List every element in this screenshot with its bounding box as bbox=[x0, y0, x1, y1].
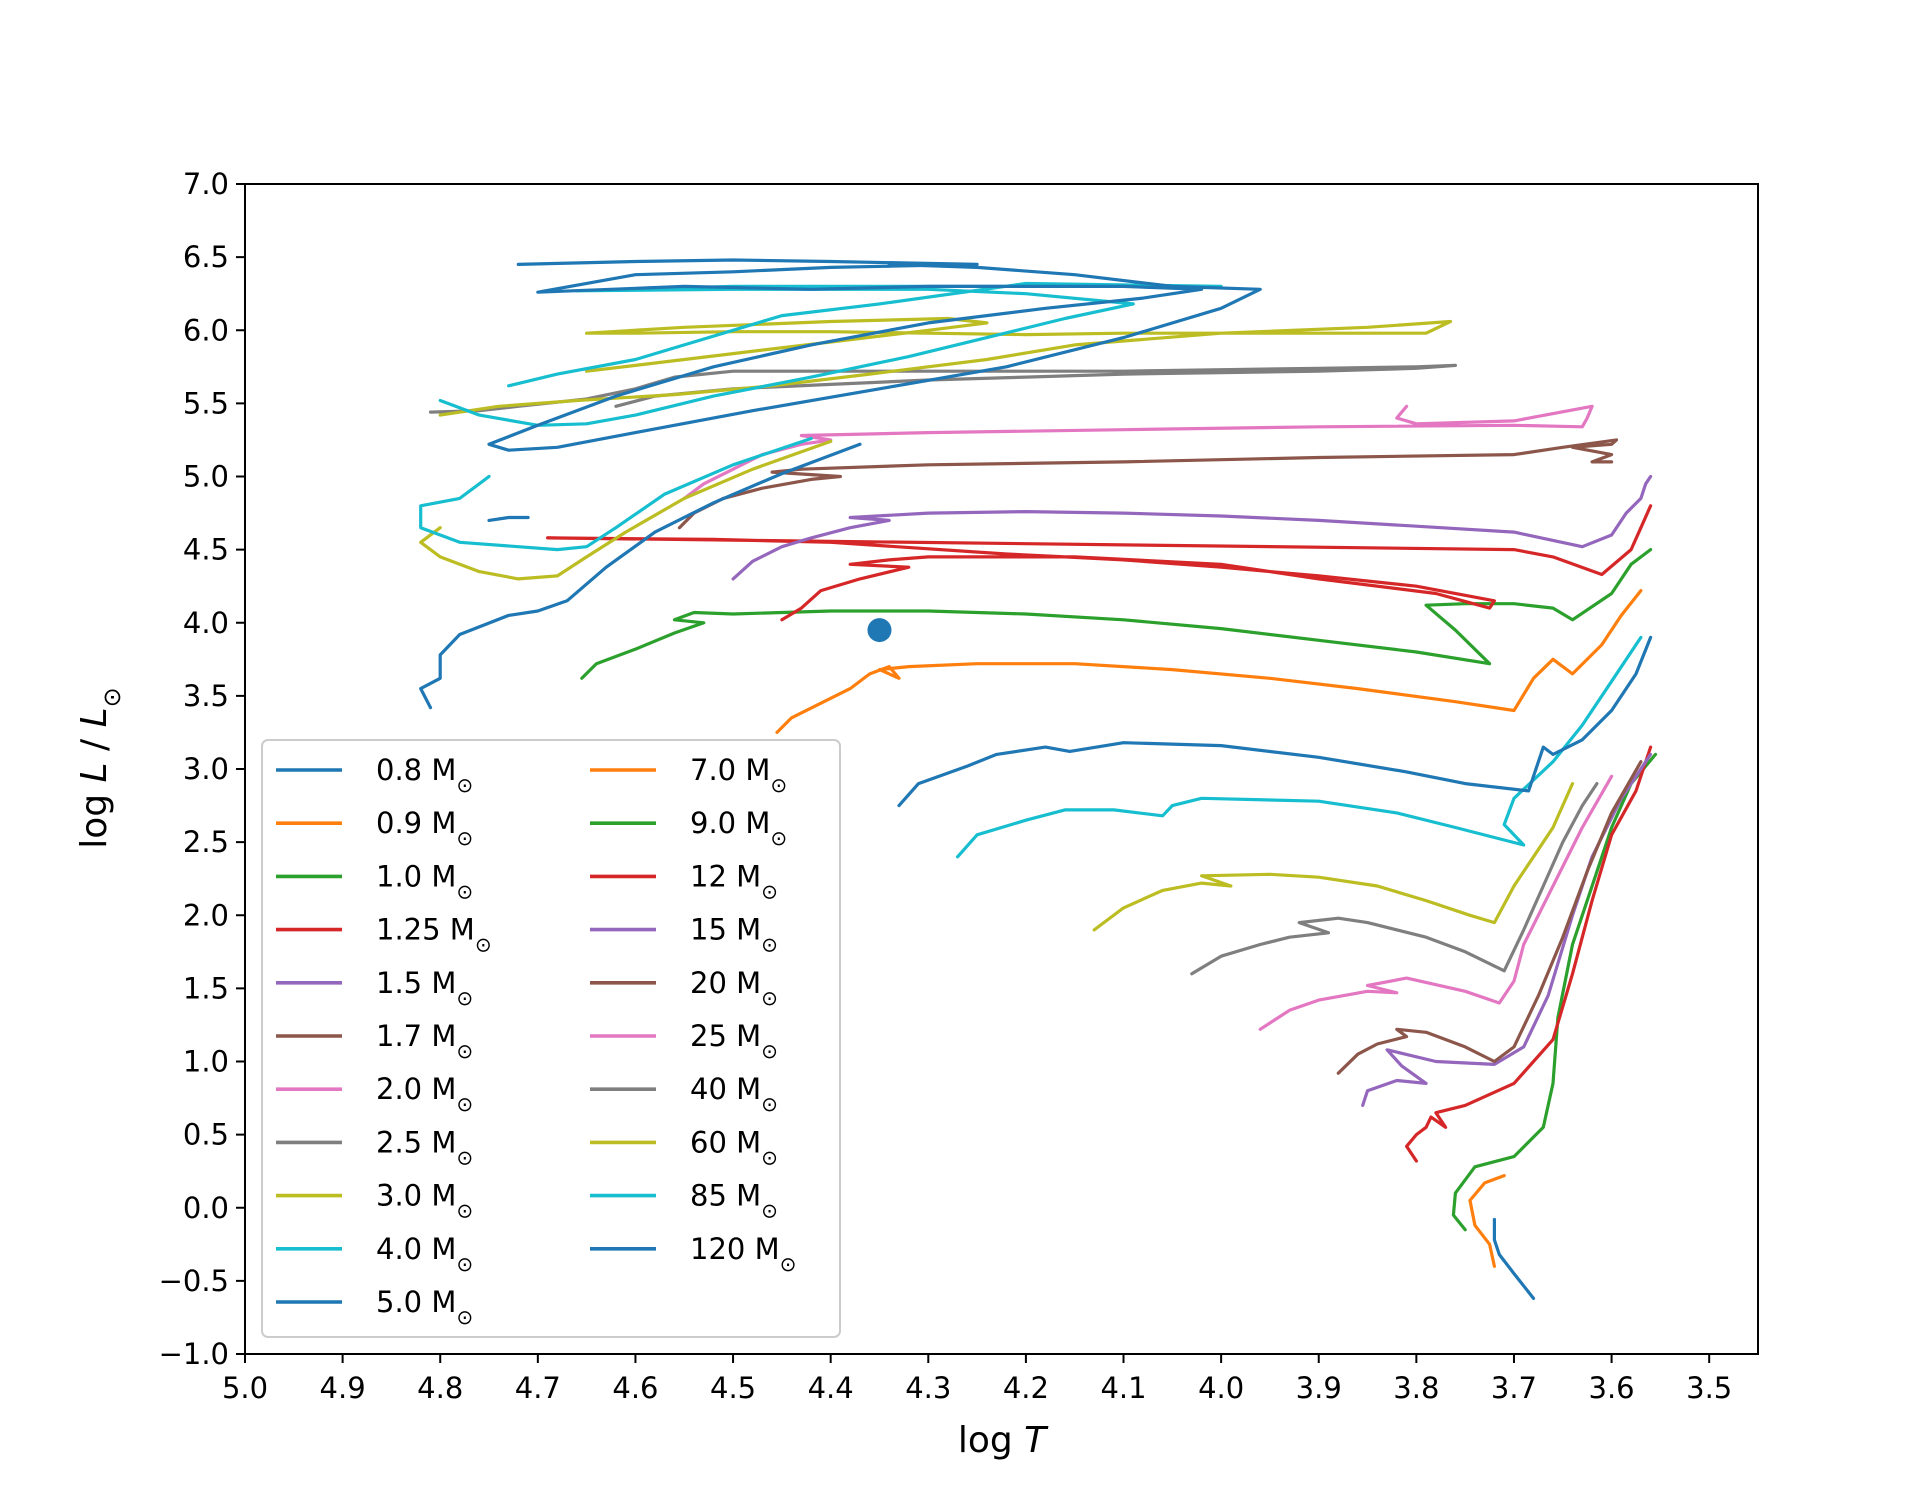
series-line-12 bbox=[580, 547, 1653, 680]
series-line-9 bbox=[955, 635, 1643, 859]
legend: 0.8 M⊙ 0.9 M⊙ 1.0 M⊙ 1.25 M⊙ 1.5 M⊙ 1.7 M⊙ 2.0… bbox=[261, 739, 841, 1338]
y-tick-label: 6.5 bbox=[183, 240, 229, 274]
axes-layer: 5.0 4.9 4.8 4.7 4.6 4.5 4.4 4.3 4.2 4.1 4.0 3.9 3.8 3… bbox=[159, 167, 1759, 1405]
series-line-13 bbox=[545, 504, 1653, 622]
series-line-2 bbox=[1451, 752, 1658, 1232]
legend-entry-label: 5.0 M⊙ bbox=[376, 1285, 473, 1329]
track-segment-1 bbox=[419, 439, 833, 581]
legend-entry-label: 15 M⊙ bbox=[690, 913, 778, 957]
y-tick-label: 1.0 bbox=[183, 1045, 229, 1079]
track-segment-3 bbox=[487, 515, 530, 523]
series-line-0 bbox=[1492, 1217, 1536, 1301]
y-axis-label: log L / L⊙ bbox=[74, 687, 126, 849]
series-line-10 bbox=[897, 635, 1653, 808]
y-tick-label: 3.5 bbox=[183, 679, 229, 713]
legend-entry-label: 1.7 M⊙ bbox=[376, 1019, 473, 1063]
y-tick-label: 4.0 bbox=[183, 606, 229, 640]
y-tick-label: 3.0 bbox=[183, 752, 229, 786]
legend-entry-label: 20 M⊙ bbox=[690, 966, 778, 1010]
legend-entry-label: 2.5 M⊙ bbox=[376, 1125, 473, 1169]
series-line-20 bbox=[487, 258, 1262, 452]
current-star-marker bbox=[867, 618, 892, 643]
marker-layer bbox=[867, 618, 892, 643]
y-tick-label: 0.5 bbox=[183, 1118, 229, 1152]
y-tick-label: 6.0 bbox=[183, 313, 229, 347]
x-tick-label: 3.5 bbox=[1686, 1371, 1732, 1405]
y-tick-label: 1.5 bbox=[183, 971, 229, 1005]
x-tick-label: 4.3 bbox=[905, 1371, 951, 1405]
y-tick-label: 5.5 bbox=[183, 386, 229, 420]
series-line-17 bbox=[428, 363, 1458, 414]
x-tick-label: 4.7 bbox=[515, 1371, 561, 1405]
legend-entry-label: 0.8 M⊙ bbox=[376, 753, 473, 797]
legend-entry-label: 40 M⊙ bbox=[690, 1072, 778, 1116]
legend-entry-label: 1.0 M⊙ bbox=[376, 859, 473, 903]
track-segment-0 bbox=[419, 442, 862, 710]
x-tick-label: 4.0 bbox=[1198, 1371, 1244, 1405]
y-tick-label: 0.0 bbox=[183, 1191, 229, 1225]
y-tick-label: 7.0 bbox=[183, 167, 229, 201]
legend-entry-label: 85 M⊙ bbox=[690, 1179, 778, 1223]
legend-entry-label: 0.9 M⊙ bbox=[376, 806, 473, 850]
legend-entry-label: 1.25 M⊙ bbox=[376, 913, 492, 957]
series-line-7 bbox=[1190, 781, 1599, 976]
y-tick-label: 4.5 bbox=[183, 533, 229, 567]
legend-entry-label: 12 M⊙ bbox=[690, 859, 778, 903]
series-line-15 bbox=[677, 438, 1619, 530]
legend-entry-label: 2.0 M⊙ bbox=[376, 1072, 473, 1116]
x-tick-label: 4.8 bbox=[417, 1371, 463, 1405]
series-line-16 bbox=[682, 404, 1594, 500]
track-segment-2 bbox=[419, 436, 813, 552]
x-tick-label: 4.9 bbox=[320, 1371, 366, 1405]
x-tick-label: 5.0 bbox=[222, 1371, 268, 1405]
legend-entry-label: 9.0 M⊙ bbox=[690, 806, 787, 850]
x-tick-label: 3.6 bbox=[1589, 1371, 1635, 1405]
x-tick-label: 4.1 bbox=[1100, 1371, 1146, 1405]
legend-entry-label: 4.0 M⊙ bbox=[376, 1232, 473, 1276]
series-line-6 bbox=[1258, 774, 1614, 1031]
legend-entry-label: 3.0 M⊙ bbox=[376, 1179, 473, 1223]
series-line-14 bbox=[731, 474, 1653, 581]
series-line-1 bbox=[1468, 1173, 1506, 1268]
y-tick-label: −0.5 bbox=[159, 1264, 229, 1298]
y-tick-label: 2.0 bbox=[183, 898, 229, 932]
x-tick-label: 4.2 bbox=[1003, 1371, 1049, 1405]
x-axis-label: log T bbox=[958, 1420, 1049, 1461]
legend-entry-label: 60 M⊙ bbox=[690, 1125, 778, 1169]
y-tick-label: 5.0 bbox=[183, 460, 229, 494]
series-line-3 bbox=[1404, 745, 1653, 1163]
series-line-8 bbox=[1092, 781, 1575, 932]
series-line-19 bbox=[438, 281, 1223, 427]
legend-entry-label: 120 M⊙ bbox=[690, 1232, 796, 1276]
legend-box bbox=[261, 739, 841, 1338]
x-tick-label: 3.9 bbox=[1296, 1371, 1342, 1405]
series-line-5 bbox=[1336, 760, 1643, 1075]
series-line-11 bbox=[775, 588, 1643, 735]
x-tick-label: 4.6 bbox=[612, 1371, 658, 1405]
legend-entry-label: 7.0 M⊙ bbox=[690, 753, 787, 797]
x-tick-label: 4.4 bbox=[808, 1371, 854, 1405]
x-tick-label: 4.5 bbox=[710, 1371, 756, 1405]
y-tick-label: 2.5 bbox=[183, 825, 229, 859]
x-tick-label: 3.7 bbox=[1491, 1371, 1537, 1405]
legend-entry-label: 1.5 M⊙ bbox=[376, 966, 473, 1010]
series-line-18 bbox=[438, 316, 1453, 417]
legend-entry-label: 25 M⊙ bbox=[690, 1019, 778, 1063]
x-tick-label: 3.8 bbox=[1393, 1371, 1439, 1405]
y-tick-label: −1.0 bbox=[159, 1337, 229, 1371]
plot-area bbox=[419, 258, 1658, 1301]
